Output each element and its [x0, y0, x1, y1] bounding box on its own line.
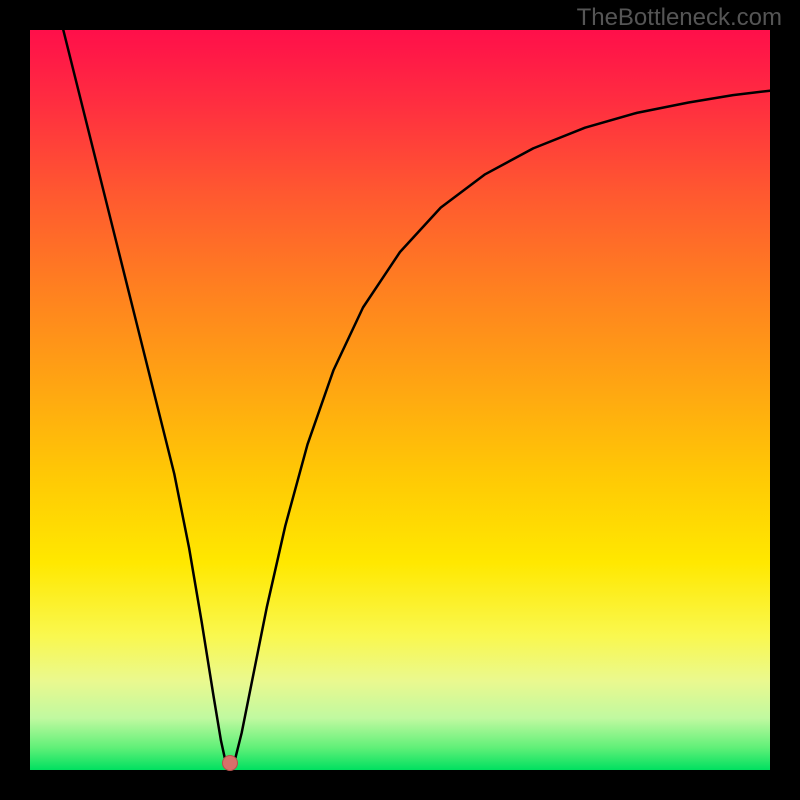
plot-area	[30, 30, 770, 770]
chart-frame: TheBottleneck.com	[0, 0, 800, 800]
watermark-text: TheBottleneck.com	[577, 4, 782, 32]
bottleneck-curve	[30, 30, 770, 770]
optimum-marker	[222, 755, 238, 771]
